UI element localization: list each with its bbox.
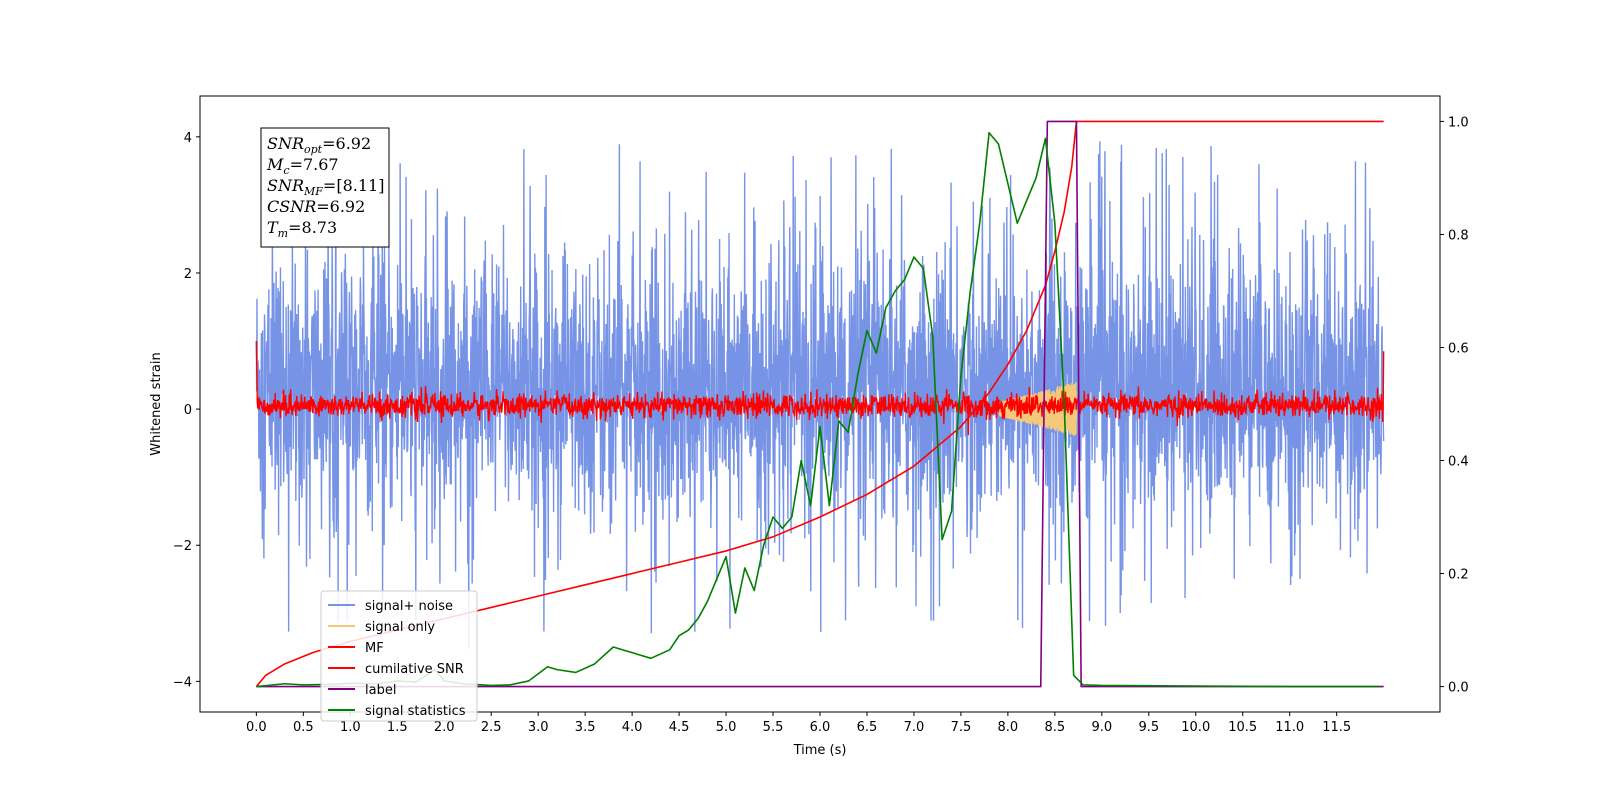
legend-label: label (365, 683, 396, 698)
legend-label: MF (365, 641, 384, 656)
annotation-frame (260, 127, 390, 248)
x-tick-label: 8.0 (998, 720, 1019, 735)
y-tick-label: −4 (173, 675, 192, 690)
y-tick-label: 4 (184, 131, 192, 146)
legend: signal+ noise signal only MF cumilative SNR… (320, 590, 478, 722)
x-tick-label: 8.5 (1045, 720, 1066, 735)
x-tick-label: 4.5 (669, 720, 690, 735)
series-line-signal-statistics (256, 131, 1379, 688)
x-tick-label: 2.5 (481, 720, 502, 735)
x-tick-label: 1.0 (340, 720, 361, 735)
x-tick-label: 10.0 (1181, 720, 1210, 735)
legend-label: signal+ noise (365, 599, 453, 614)
x-tick-label: 6.0 (810, 720, 831, 735)
y2-tick-label: 1.0 (1448, 115, 1469, 130)
y2-tick-label: 0.0 (1448, 681, 1469, 696)
x-tick-label: 2.0 (434, 720, 455, 735)
y-axis-label: Whitened strain (149, 352, 164, 455)
x-tick-label: 3.0 (528, 720, 549, 735)
x-tick-label: 6.5 (857, 720, 878, 735)
x-tick-label: 0.0 (246, 720, 267, 735)
annotation-line: Mc=7.67 (266, 155, 339, 177)
x-axis-label: Time (s) (793, 743, 847, 758)
series-line-label (256, 120, 1384, 688)
annotation-line: CSNR=6.92 (267, 197, 365, 216)
y2-tick-label: 0.2 (1448, 568, 1469, 583)
y-tick-label: 2 (184, 267, 192, 282)
legend-label: signal only (365, 620, 435, 635)
x-tick-label: 0.5 (293, 720, 314, 735)
x-tick-label: 11.0 (1275, 720, 1304, 735)
y-tick-label: 0 (184, 403, 192, 418)
x-tick-label: 7.0 (904, 720, 925, 735)
annotation-line: SNRMF=[8.11] (267, 176, 384, 198)
x-tick-label: 11.5 (1322, 720, 1351, 735)
legend-label: cumilative SNR (365, 662, 464, 677)
y-tick-label: −2 (173, 539, 192, 554)
x-tick-label: 10.5 (1228, 720, 1257, 735)
x-tick-label: 9.5 (1138, 720, 1159, 735)
annotation-line: SNRopt=6.92 (267, 134, 371, 156)
y-axis-right: 0.0 0.2 0.4 0.6 0.8 1.0 (1440, 115, 1469, 696)
annotation-line: Tm=8.73 (267, 218, 337, 240)
series-line-signal-noise (255, 141, 1385, 649)
series-line-mf (255, 341, 1385, 436)
x-tick-label: 5.0 (716, 720, 737, 735)
y-axis-left: −4 −2 0 2 4 (173, 131, 200, 690)
x-tick-label: 7.5 (951, 720, 972, 735)
x-tick-label: 5.5 (763, 720, 784, 735)
y2-tick-label: 0.8 (1448, 228, 1469, 243)
x-tick-label: 3.5 (575, 720, 596, 735)
x-tick-label: 1.5 (387, 720, 408, 735)
legend-label: signal statistics (365, 704, 466, 719)
legend-frame (320, 590, 478, 722)
x-axis: 0.0 0.5 1.0 1.5 2.0 2.5 3.0 3.5 4.0 4.5 5.0 5.5 6.0 6… (246, 712, 1351, 735)
y2-tick-label: 0.4 (1448, 455, 1469, 470)
x-tick-label: 4.0 (622, 720, 643, 735)
x-tick-label: 9.0 (1091, 720, 1112, 735)
y2-tick-label: 0.6 (1448, 341, 1469, 356)
